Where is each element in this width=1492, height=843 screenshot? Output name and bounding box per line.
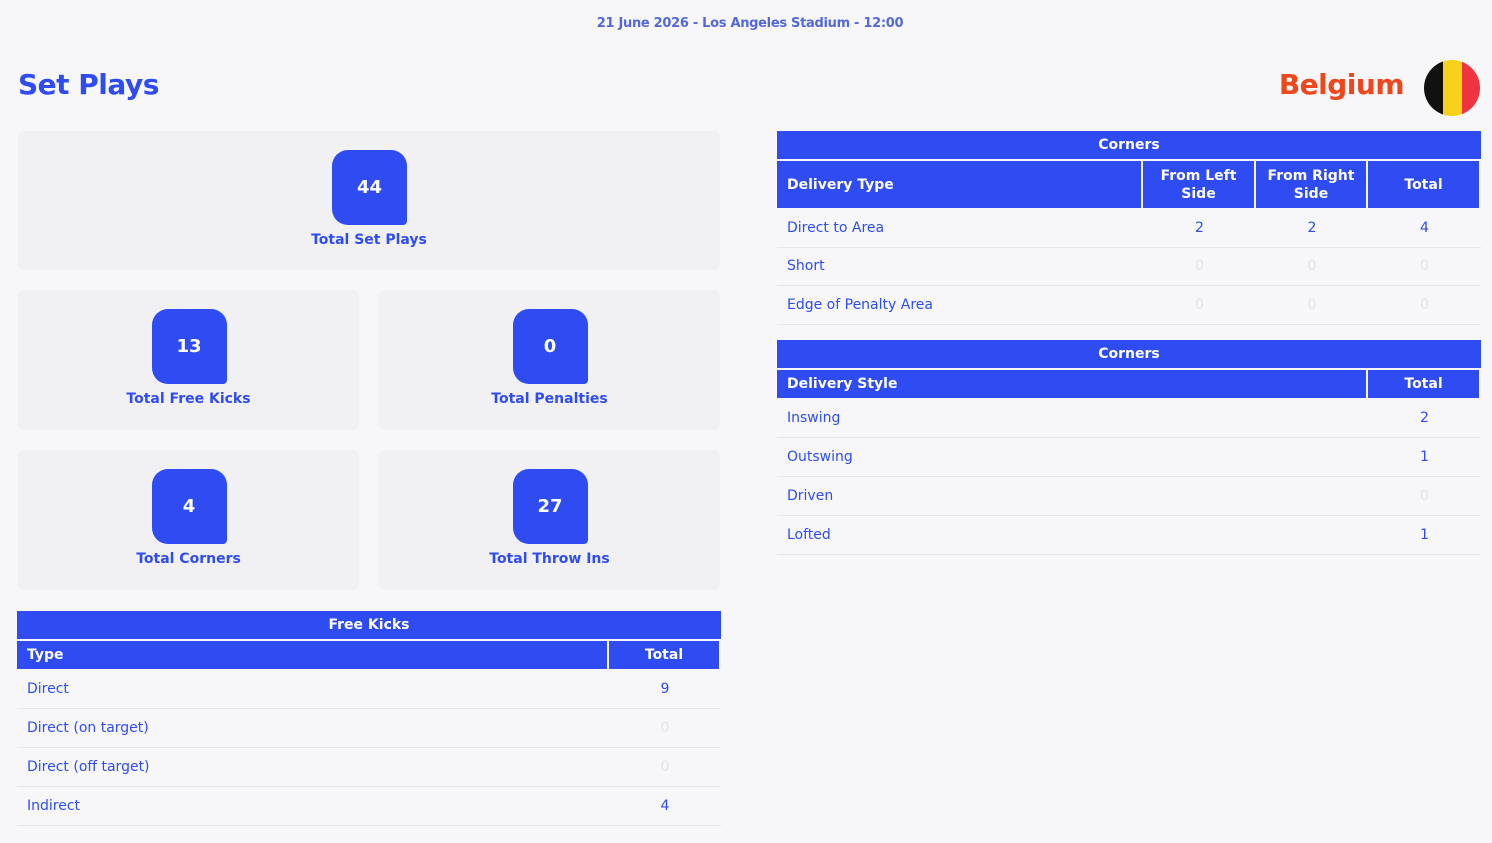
match-info: 21 June 2026 - Los Angeles Stadium - 12:… xyxy=(596,16,904,31)
row-label: Driven xyxy=(777,477,1368,516)
column-header: Type xyxy=(17,641,607,669)
row-label: Edge of Penalty Area xyxy=(777,286,1143,325)
table-title: Free Kicks xyxy=(17,611,721,639)
table-value: 2 xyxy=(1256,209,1368,248)
stat-card: 44 Total Set Plays xyxy=(18,131,720,270)
stat-label: Total Free Kicks xyxy=(126,391,251,407)
row-label: Direct to Area xyxy=(777,209,1143,248)
table-value: 0 xyxy=(1143,286,1256,325)
table-value: 0 xyxy=(1368,286,1481,325)
stat-card: 27 Total Throw Ins xyxy=(379,450,720,590)
row-label: Inswing xyxy=(777,399,1368,438)
column-header: Total xyxy=(1368,161,1479,208)
stat-card: 0 Total Penalties xyxy=(379,290,720,430)
table-value: 2 xyxy=(1368,399,1481,438)
stat-value: 4 xyxy=(151,469,227,544)
table-value: 0 xyxy=(1368,248,1481,286)
column-header: Total xyxy=(609,641,719,669)
stat-label: Total Set Plays xyxy=(311,232,427,248)
table-value: 0 xyxy=(1256,286,1368,325)
row-label: Direct (on target) xyxy=(17,709,609,748)
table-value: 0 xyxy=(609,748,721,787)
stat-value: 0 xyxy=(512,309,588,384)
row-label: Short xyxy=(777,248,1143,286)
stat-label: Total Throw Ins xyxy=(489,551,610,567)
row-label: Lofted xyxy=(777,516,1368,555)
table-title: Corners xyxy=(777,131,1481,159)
row-label: Direct xyxy=(17,670,609,709)
column-header: Delivery Type xyxy=(777,161,1141,208)
table-value: 2 xyxy=(1143,209,1256,248)
table-value: 0 xyxy=(1256,248,1368,286)
stat-card: 4 Total Corners xyxy=(18,450,359,590)
stat-value: 13 xyxy=(151,309,227,384)
table-value: 4 xyxy=(1368,209,1481,248)
team-flag xyxy=(1424,60,1480,116)
table-value: 1 xyxy=(1368,438,1481,477)
column-header: From Left Side xyxy=(1143,161,1254,208)
stat-card: 13 Total Free Kicks xyxy=(18,290,359,430)
page-title: Set Plays xyxy=(18,68,159,101)
row-label: Outswing xyxy=(777,438,1368,477)
table-value: 0 xyxy=(1368,477,1481,516)
table-value: 1 xyxy=(1368,516,1481,555)
row-label: Indirect xyxy=(17,787,609,826)
table-value: 0 xyxy=(1143,248,1256,286)
table-value: 9 xyxy=(609,670,721,709)
table-value: 4 xyxy=(609,787,721,826)
table-title: Corners xyxy=(777,340,1481,368)
team-name: Belgium xyxy=(1278,68,1405,101)
row-label: Direct (off target) xyxy=(17,748,609,787)
stat-label: Total Penalties xyxy=(491,391,608,407)
column-header: Delivery Style xyxy=(777,370,1366,398)
stat-label: Total Corners xyxy=(136,551,241,567)
stat-value: 27 xyxy=(512,469,588,544)
stat-value: 44 xyxy=(332,150,407,225)
table-value: 0 xyxy=(609,709,721,748)
column-header: From Right Side xyxy=(1256,161,1366,208)
column-header: Total xyxy=(1368,370,1479,398)
